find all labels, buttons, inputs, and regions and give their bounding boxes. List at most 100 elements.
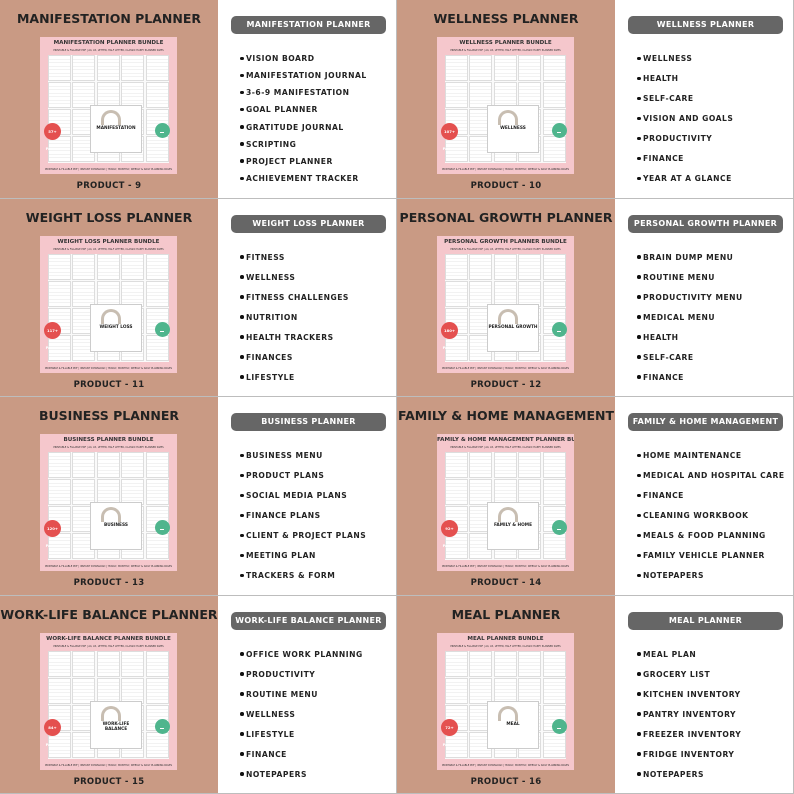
page-preview — [121, 479, 145, 505]
feature-item: MANIFESTATION JOURNAL — [240, 71, 367, 81]
page-preview — [48, 677, 71, 704]
bundle-subtitle: PRINTABLE & FILLABLE PDF | A4, A5, LETTE… — [53, 247, 164, 251]
page-preview — [72, 506, 96, 532]
page-preview — [518, 677, 542, 704]
cover-title: FAMILY & HOME — [493, 523, 533, 528]
product-cell: MANIFESTATION PLANNER MANIFESTATION PLANN… — [0, 0, 397, 199]
feature-item: FRIDGE INVENTORY — [636, 749, 735, 759]
page-collage: BUSINESS — [48, 452, 169, 560]
feature-item: WELLNESS — [239, 709, 296, 719]
page-preview — [493, 55, 517, 81]
page-preview — [542, 677, 566, 704]
download-icon — [155, 718, 170, 734]
feature-item: SELF-CARE — [637, 352, 694, 362]
product-title: PERSONAL GROWTH PLANNER — [399, 209, 613, 225]
bundle-footer: PRINTABLE & FILLABLE PDF | INSTANT DOWNL… — [44, 366, 173, 370]
feature-item: FITNESS CHALLENGES — [240, 292, 349, 302]
page-preview — [72, 452, 96, 478]
page-preview — [542, 253, 566, 280]
page-preview — [469, 650, 493, 677]
feature-item: WELLNESS — [239, 272, 296, 282]
page-preview — [72, 677, 96, 704]
feature-item: CLIENT & PROJECT PLANS — [239, 531, 367, 540]
feature-item: WELLNESS — [636, 54, 693, 63]
feature-item: GRATITUDE JOURNAL — [240, 122, 344, 132]
page-preview — [445, 136, 468, 162]
bundle-subtitle: PRINTABLE & FILLABLE PDF | A4, A5, LETTE… — [450, 247, 561, 251]
page-preview — [48, 136, 71, 162]
product-thumbnail: WORK-LIFE BALANCE PLANNER BUNDLE PRINTABL… — [40, 632, 177, 770]
page-preview — [518, 253, 542, 280]
feature-item: FINANCE — [637, 154, 684, 163]
feature-item: MEETING PLAN — [240, 551, 316, 560]
bundle-footer: PRINTABLE & FILLABLE PDF | INSTANT DOWNL… — [441, 763, 570, 767]
cover-page: BUSINESS — [90, 502, 142, 550]
page-preview — [445, 479, 468, 505]
feature-item: NOTEPAPERS — [240, 769, 307, 779]
page-preview — [145, 479, 169, 505]
bundle-title: FAMILY & HOME MANAGEMENT PLANNER BUNDLE — [437, 437, 574, 443]
bundle-subtitle: PRINTABLE & FILLABLE PDF | A4, A5, LETTE… — [53, 49, 164, 52]
page-preview — [121, 253, 145, 280]
page-preview — [96, 452, 120, 478]
feature-item: SCRIPTING — [239, 139, 297, 149]
page-preview — [121, 452, 145, 478]
feature-item: ROUTINE MENU — [637, 272, 715, 282]
feature-item: HEALTH — [637, 74, 679, 83]
feature-item: SELF-CARE — [637, 94, 694, 103]
page-preview — [96, 82, 120, 108]
feature-item: FINANCES — [240, 352, 293, 362]
cover-title: WORK-LIFE BALANCE — [102, 721, 130, 732]
product-panel: WELLNESS PLANNER WELLNESS PLANNER BUNDLE P… — [397, 0, 615, 198]
page-preview — [518, 650, 542, 677]
product-label: PRODUCT - 16 — [470, 776, 542, 787]
cover-arch — [498, 507, 518, 522]
feature-item: KITCHEN INVENTORY — [637, 689, 741, 699]
product-cell: BUSINESS PLANNER BUSINESS PLANNER BUNDLE P… — [0, 397, 397, 596]
cover-title: MEAL — [506, 721, 520, 727]
feature-item: FITNESS — [240, 252, 285, 262]
page-preview — [469, 109, 493, 135]
page-preview — [445, 280, 468, 307]
page-preview — [542, 136, 566, 162]
page-preview — [72, 334, 96, 361]
bundle-footer: PRINTABLE & FILLABLE PDF | INSTANT DOWNL… — [44, 565, 173, 568]
page-preview — [445, 650, 468, 677]
page-preview — [469, 280, 493, 307]
product-title: WELLNESS PLANNER — [433, 11, 579, 26]
pages-badge: 84+ PAGES — [44, 718, 61, 747]
page-preview — [518, 82, 542, 108]
product-label: PRODUCT - 12 — [470, 379, 542, 390]
product-label: PRODUCT - 14 — [470, 578, 542, 588]
page-preview — [121, 280, 145, 307]
cover-arch — [498, 705, 518, 721]
page-preview — [145, 253, 169, 280]
product-cell: PERSONAL GROWTH PLANNER PERSONAL GROWTH P… — [397, 198, 794, 397]
page-preview — [145, 280, 169, 307]
download-icon — [552, 123, 567, 138]
page-preview — [542, 731, 566, 758]
pages-badge: 120+ PAGES — [44, 520, 61, 548]
page-preview — [542, 55, 566, 81]
product-thumbnail: PERSONAL GROWTH PLANNER BUNDLE PRINTABLE … — [437, 235, 574, 373]
feature-item: VISION BOARD — [240, 54, 315, 63]
bundle-title: BUSINESS PLANNER BUNDLE — [63, 437, 154, 443]
cover-title: PERSONAL GROWTH — [488, 324, 538, 330]
cover-title: BUSINESS — [104, 523, 128, 528]
bundle-subtitle: PRINTABLE & FILLABLE PDF | A4, A5, LETTE… — [53, 644, 164, 648]
page-preview — [542, 452, 566, 478]
product-panel: WEIGHT LOSS PLANNER WEIGHT LOSS PLANNER B… — [0, 198, 218, 396]
bundle-title: WORK-LIFE BALANCE PLANNER BUNDLE — [46, 635, 171, 642]
page-preview — [542, 334, 566, 361]
download-icon — [155, 520, 170, 535]
cover-arch — [101, 308, 121, 324]
product-cell: WORK-LIFE BALANCE PLANNER WORK-LIFE BALAN… — [0, 595, 397, 794]
page-preview — [469, 506, 493, 532]
product-cell: WEIGHT LOSS PLANNER WEIGHT LOSS PLANNER B… — [0, 198, 397, 397]
cover-title: WEIGHT LOSS — [99, 324, 133, 330]
feature-item: FINANCE — [240, 749, 287, 759]
bundle-title: MANIFESTATION PLANNER BUNDLE — [53, 40, 164, 46]
feature-item: PRODUCTIVITY — [239, 669, 316, 679]
product-thumbnail: WELLNESS PLANNER BUNDLE PRINTABLE & FILLA… — [437, 37, 574, 174]
page-preview — [48, 731, 71, 758]
